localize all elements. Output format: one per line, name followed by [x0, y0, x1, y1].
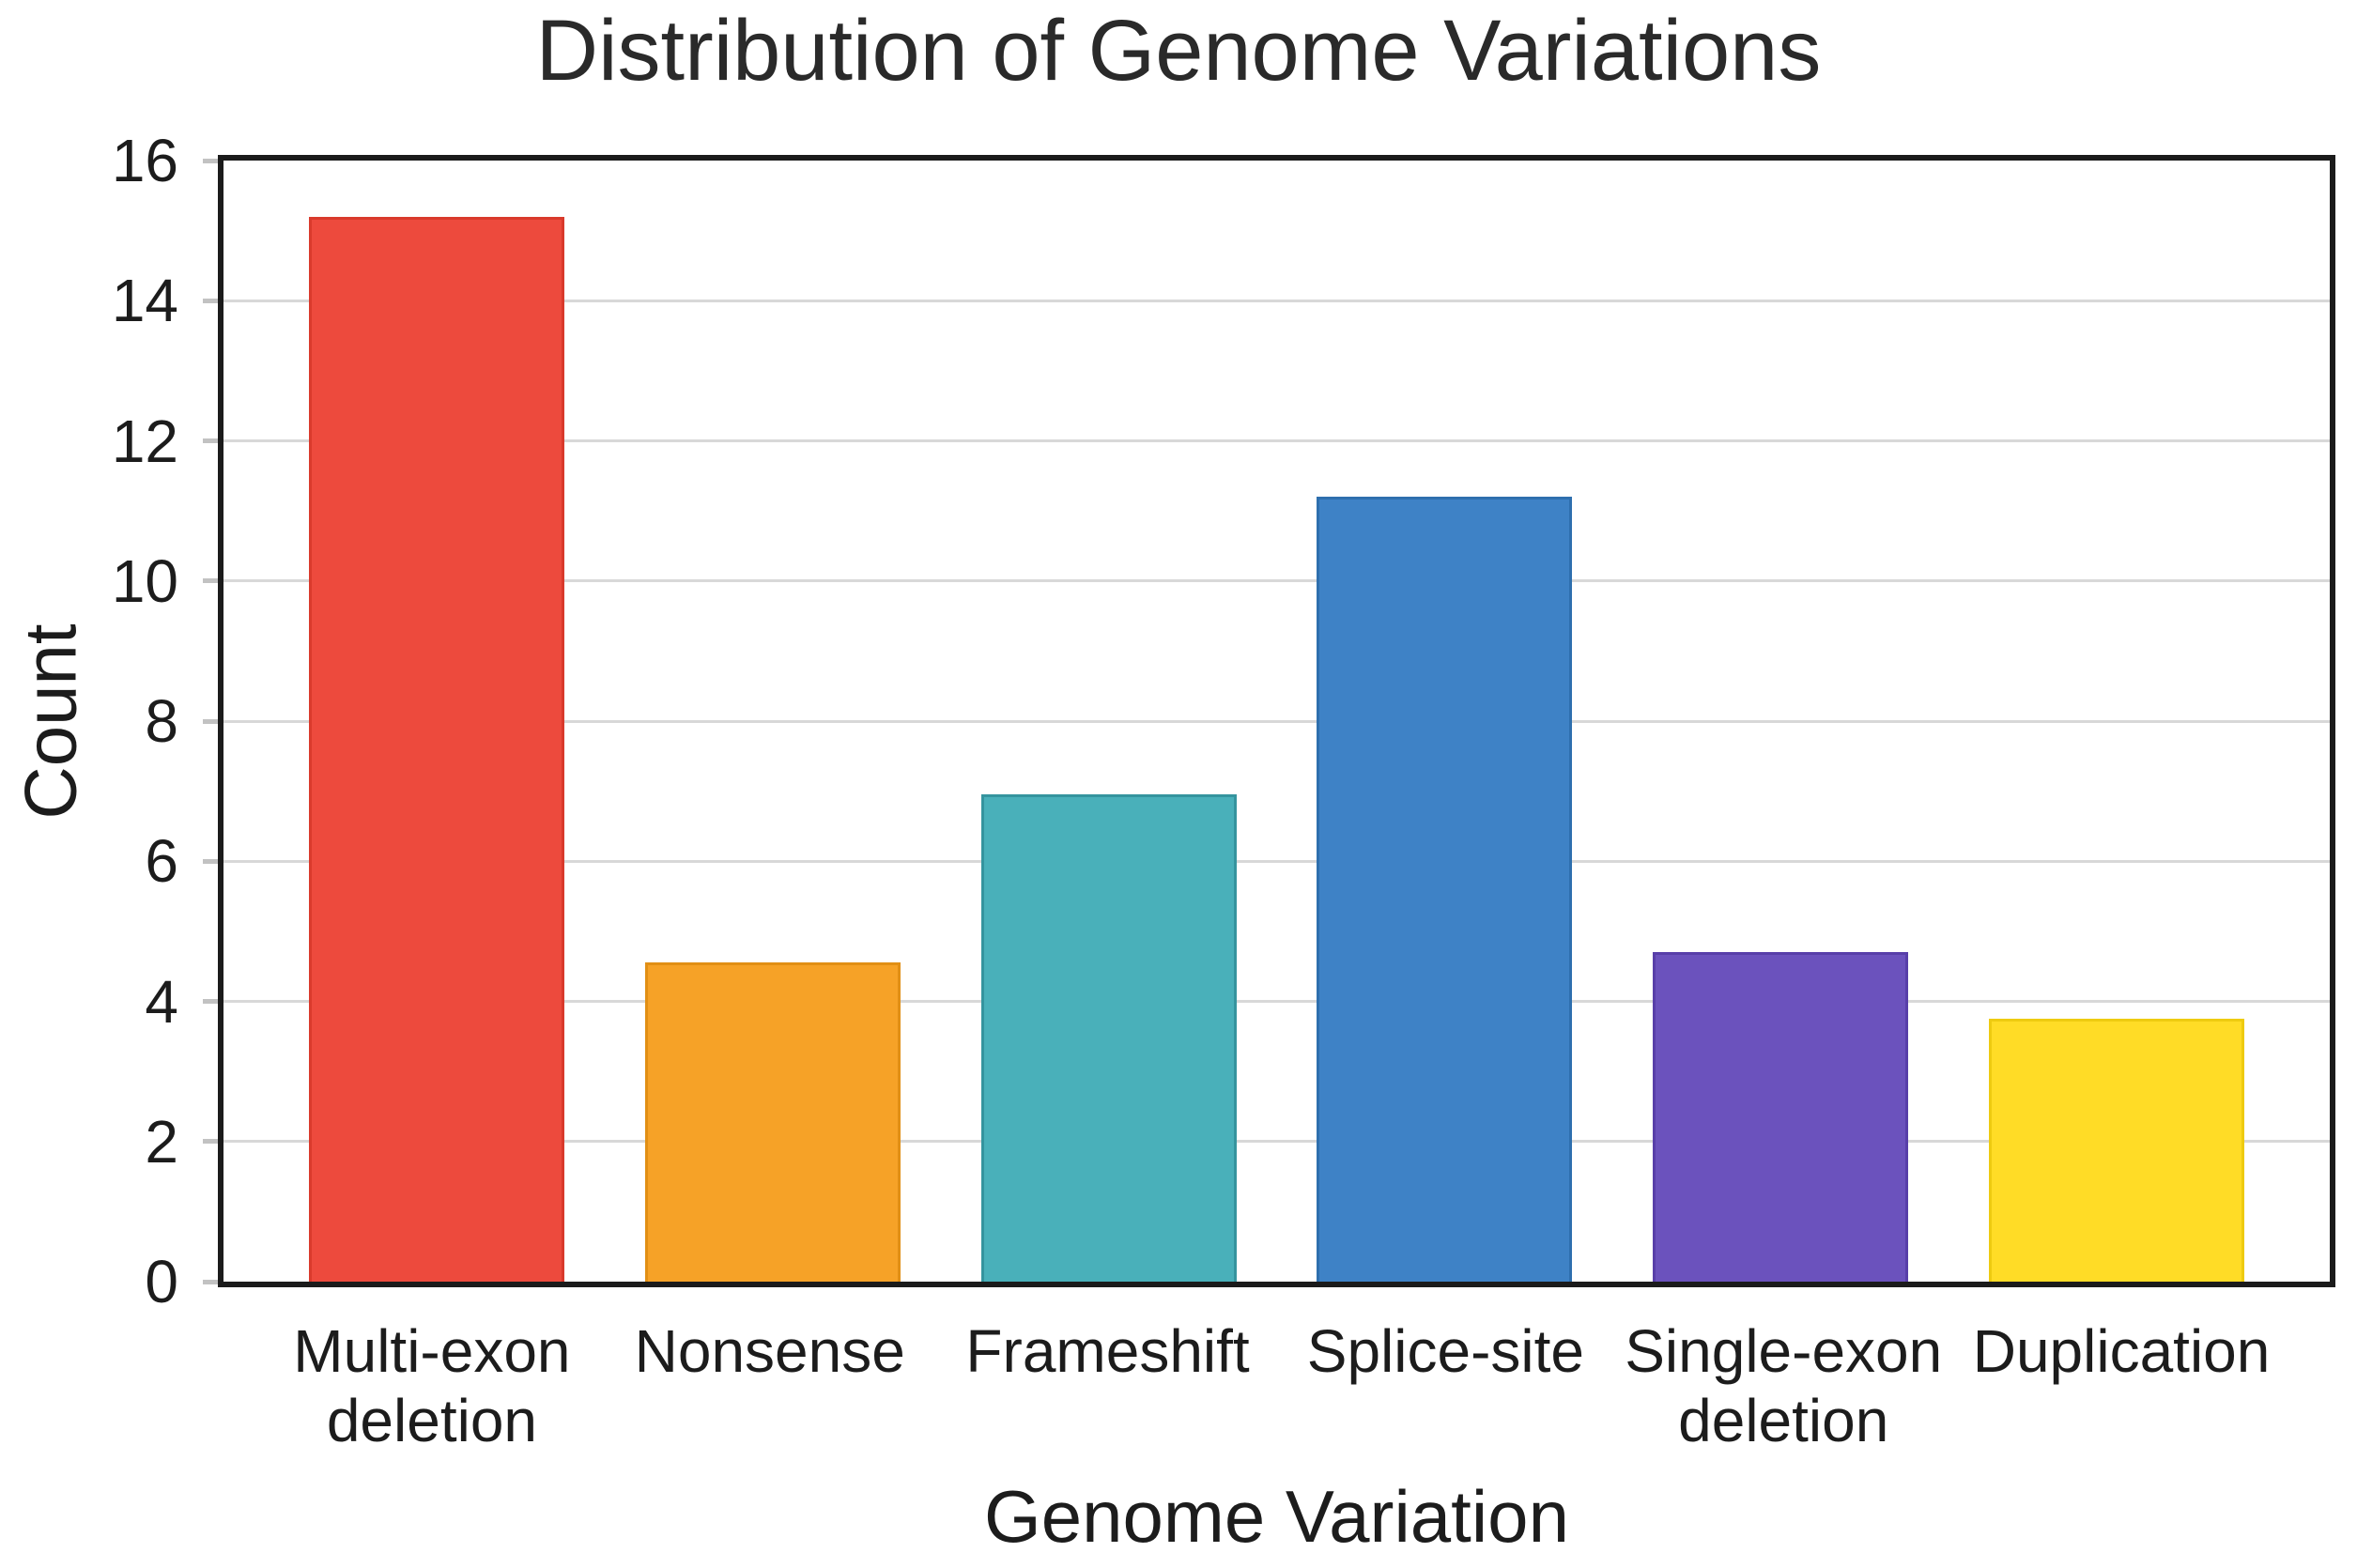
y-tick-label-4: 4	[145, 967, 178, 1036]
x-tick-label-0: Multi-exon deletion	[293, 1317, 571, 1455]
bar-slot-1	[605, 161, 941, 1282]
gridline-4	[223, 1000, 2330, 1003]
bar-slot-5	[1949, 161, 2285, 1282]
x-tick-label-4: Single-exon deletion	[1625, 1317, 1943, 1455]
chart-title: Distribution of Genome Variations	[535, 3, 1822, 99]
x-tick-label-3: Splice-site	[1306, 1317, 1584, 1385]
y-tick-label-0: 0	[145, 1248, 178, 1315]
bar-splice-site	[1317, 497, 1573, 1282]
y-tick-mark-12	[203, 438, 218, 443]
gridline-14	[223, 299, 2330, 302]
gridline-12	[223, 439, 2330, 442]
bar-nonsense	[644, 962, 901, 1282]
gridline-2	[223, 1140, 2330, 1144]
x-tick-label-1: Nonsense	[634, 1317, 905, 1385]
y-tick-label-8: 8	[145, 687, 178, 755]
x-tick-label-2: Frameshift	[965, 1317, 1250, 1385]
y-tick-mark-0	[203, 1279, 218, 1284]
y-tick-label-6: 6	[145, 827, 178, 896]
bar-slot-2	[941, 161, 1277, 1282]
bar-multi-exon	[308, 216, 564, 1282]
bar-duplication	[1989, 1019, 2245, 1282]
bar-slot-0	[269, 161, 605, 1282]
y-tick-mark-10	[203, 578, 218, 584]
y-tick-mark-6	[203, 858, 218, 864]
y-tick-label-14: 14	[111, 267, 178, 335]
y-tick-label-10: 10	[111, 546, 178, 615]
y-tick-label-2: 2	[145, 1107, 178, 1176]
gridline-6	[223, 859, 2330, 863]
gridline-10	[223, 579, 2330, 583]
y-tick-mark-2	[203, 1139, 218, 1145]
bars-container	[223, 161, 2330, 1282]
plot-area	[218, 155, 2335, 1287]
y-tick-mark-4	[203, 999, 218, 1004]
x-tick-label-5: Duplication	[1972, 1317, 2271, 1385]
y-tick-label-12: 12	[111, 407, 178, 475]
bar-slot-4	[1612, 161, 1949, 1282]
bar-frameshift	[980, 794, 1237, 1282]
y-tick-mark-14	[203, 298, 218, 303]
y-tick-mark-16	[203, 158, 218, 163]
bar-slot-3	[1276, 161, 1612, 1282]
y-tick-mark-8	[203, 718, 218, 724]
x-axis-title: Genome Variation	[984, 1475, 1569, 1558]
x-category-labels: Multi-exon deletion Nonsense Frameshift Spl…	[218, 1316, 2335, 1455]
y-tick-label-16: 16	[111, 127, 178, 194]
bar-single-exon	[1653, 952, 1909, 1282]
gridline-8	[223, 719, 2330, 723]
